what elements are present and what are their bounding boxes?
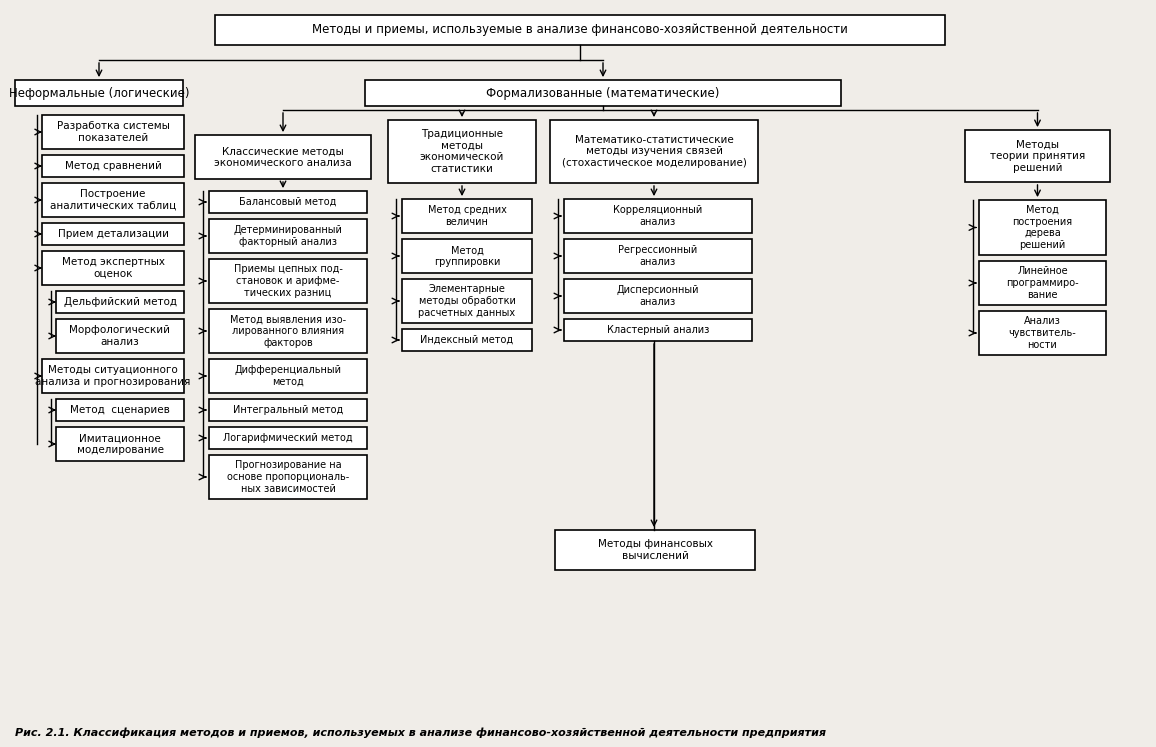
FancyBboxPatch shape xyxy=(42,183,184,217)
Text: Построение
аналитических таблиц: Построение аналитических таблиц xyxy=(50,189,176,211)
Text: Кластерный анализ: Кластерный анализ xyxy=(607,325,709,335)
FancyBboxPatch shape xyxy=(979,311,1106,355)
Text: Дисперсионный
анализ: Дисперсионный анализ xyxy=(617,285,699,307)
Text: Интегральный метод: Интегральный метод xyxy=(232,405,343,415)
FancyBboxPatch shape xyxy=(209,309,366,353)
Text: Методы и приемы, используемые в анализе финансово-хозяйственной деятельности: Методы и приемы, используемые в анализе … xyxy=(312,23,849,37)
Text: Имитационное
моделирование: Имитационное моделирование xyxy=(76,433,163,455)
FancyBboxPatch shape xyxy=(55,399,184,421)
Text: Неформальные (логические): Неформальные (логические) xyxy=(9,87,190,99)
Text: Метод выявления изо-
лированного влияния
факторов: Метод выявления изо- лированного влияния… xyxy=(230,314,346,347)
FancyBboxPatch shape xyxy=(55,319,184,353)
FancyBboxPatch shape xyxy=(564,199,753,233)
FancyBboxPatch shape xyxy=(215,15,944,45)
FancyBboxPatch shape xyxy=(402,329,532,351)
FancyBboxPatch shape xyxy=(42,251,184,285)
FancyBboxPatch shape xyxy=(402,199,532,233)
FancyBboxPatch shape xyxy=(402,279,532,323)
Text: Логарифмический метод: Логарифмический метод xyxy=(223,433,353,443)
FancyBboxPatch shape xyxy=(209,259,366,303)
FancyBboxPatch shape xyxy=(365,80,842,106)
FancyBboxPatch shape xyxy=(42,223,184,245)
Text: Приемы цепных под-
становок и арифме-
тических разниц: Приемы цепных под- становок и арифме- ти… xyxy=(234,264,342,297)
Text: Метод  сценариев: Метод сценариев xyxy=(71,405,170,415)
Text: Корреляционный
анализ: Корреляционный анализ xyxy=(614,205,703,227)
FancyBboxPatch shape xyxy=(15,80,183,106)
FancyBboxPatch shape xyxy=(965,130,1110,182)
FancyBboxPatch shape xyxy=(55,427,184,461)
Text: Методы
теории принятия
решений: Методы теории принятия решений xyxy=(990,140,1085,173)
Text: Индексный метод: Индексный метод xyxy=(421,335,513,345)
Text: Регрессионный
анализ: Регрессионный анализ xyxy=(618,245,697,267)
FancyBboxPatch shape xyxy=(979,261,1106,305)
Text: Традиционные
методы
экономической
статистики: Традиционные методы экономической статис… xyxy=(420,129,504,174)
FancyBboxPatch shape xyxy=(209,427,366,449)
Text: Метод
группировки: Метод группировки xyxy=(434,245,501,267)
Text: Метод экспертных
оценок: Метод экспертных оценок xyxy=(61,257,164,279)
Text: Дифференциальный
метод: Дифференциальный метод xyxy=(235,365,341,387)
FancyBboxPatch shape xyxy=(42,155,184,177)
Text: Балансовый метод: Балансовый метод xyxy=(239,197,336,207)
Text: Рис. 2.1. Классификация методов и приемов, используемых в анализе финансово-хозя: Рис. 2.1. Классификация методов и приемо… xyxy=(15,728,827,738)
Text: Прием детализации: Прием детализации xyxy=(58,229,169,239)
Text: Разработка системы
показателей: Разработка системы показателей xyxy=(57,121,170,143)
Text: Метод сравнений: Метод сравнений xyxy=(65,161,162,171)
FancyBboxPatch shape xyxy=(564,239,753,273)
FancyBboxPatch shape xyxy=(555,530,755,570)
Text: Математико-статистические
методы изучения связей
(стохастическое моделирование): Математико-статистические методы изучени… xyxy=(562,135,747,168)
FancyBboxPatch shape xyxy=(209,219,366,253)
FancyBboxPatch shape xyxy=(402,239,532,273)
FancyBboxPatch shape xyxy=(979,200,1106,255)
FancyBboxPatch shape xyxy=(388,120,536,183)
Text: Метод
построения
дерева
решений: Метод построения дерева решений xyxy=(1013,205,1073,250)
Text: Формализованные (математические): Формализованные (математические) xyxy=(487,87,720,99)
FancyBboxPatch shape xyxy=(564,319,753,341)
FancyBboxPatch shape xyxy=(564,279,753,313)
FancyBboxPatch shape xyxy=(55,291,184,313)
Text: Методы финансовых
вычислений: Методы финансовых вычислений xyxy=(598,539,712,561)
Text: Методы ситуационного
анализа и прогнозирования: Методы ситуационного анализа и прогнозир… xyxy=(36,365,191,387)
FancyBboxPatch shape xyxy=(550,120,758,183)
Text: Элементарные
методы обработки
расчетных данных: Элементарные методы обработки расчетных … xyxy=(418,285,516,317)
Text: Детерминированный
факторный анализ: Детерминированный факторный анализ xyxy=(234,225,342,247)
Text: Морфологический
анализ: Морфологический анализ xyxy=(69,325,170,347)
FancyBboxPatch shape xyxy=(209,455,366,499)
Text: Анализ
чувствитель-
ности: Анализ чувствитель- ности xyxy=(1009,317,1076,350)
Text: Прогнозирование на
основе пропорциональ-
ных зависимостей: Прогнозирование на основе пропорциональ-… xyxy=(227,460,349,494)
Text: Дельфийский метод: Дельфийский метод xyxy=(64,297,177,307)
FancyBboxPatch shape xyxy=(195,135,371,179)
Text: Классические методы
экономического анализа: Классические методы экономического анали… xyxy=(214,146,351,168)
FancyBboxPatch shape xyxy=(209,359,366,393)
FancyBboxPatch shape xyxy=(42,115,184,149)
Text: Линейное
программиро-
вание: Линейное программиро- вание xyxy=(1006,267,1079,300)
Text: Метод средних
величин: Метод средних величин xyxy=(428,205,506,227)
FancyBboxPatch shape xyxy=(42,359,184,393)
FancyBboxPatch shape xyxy=(209,191,366,213)
FancyBboxPatch shape xyxy=(209,399,366,421)
